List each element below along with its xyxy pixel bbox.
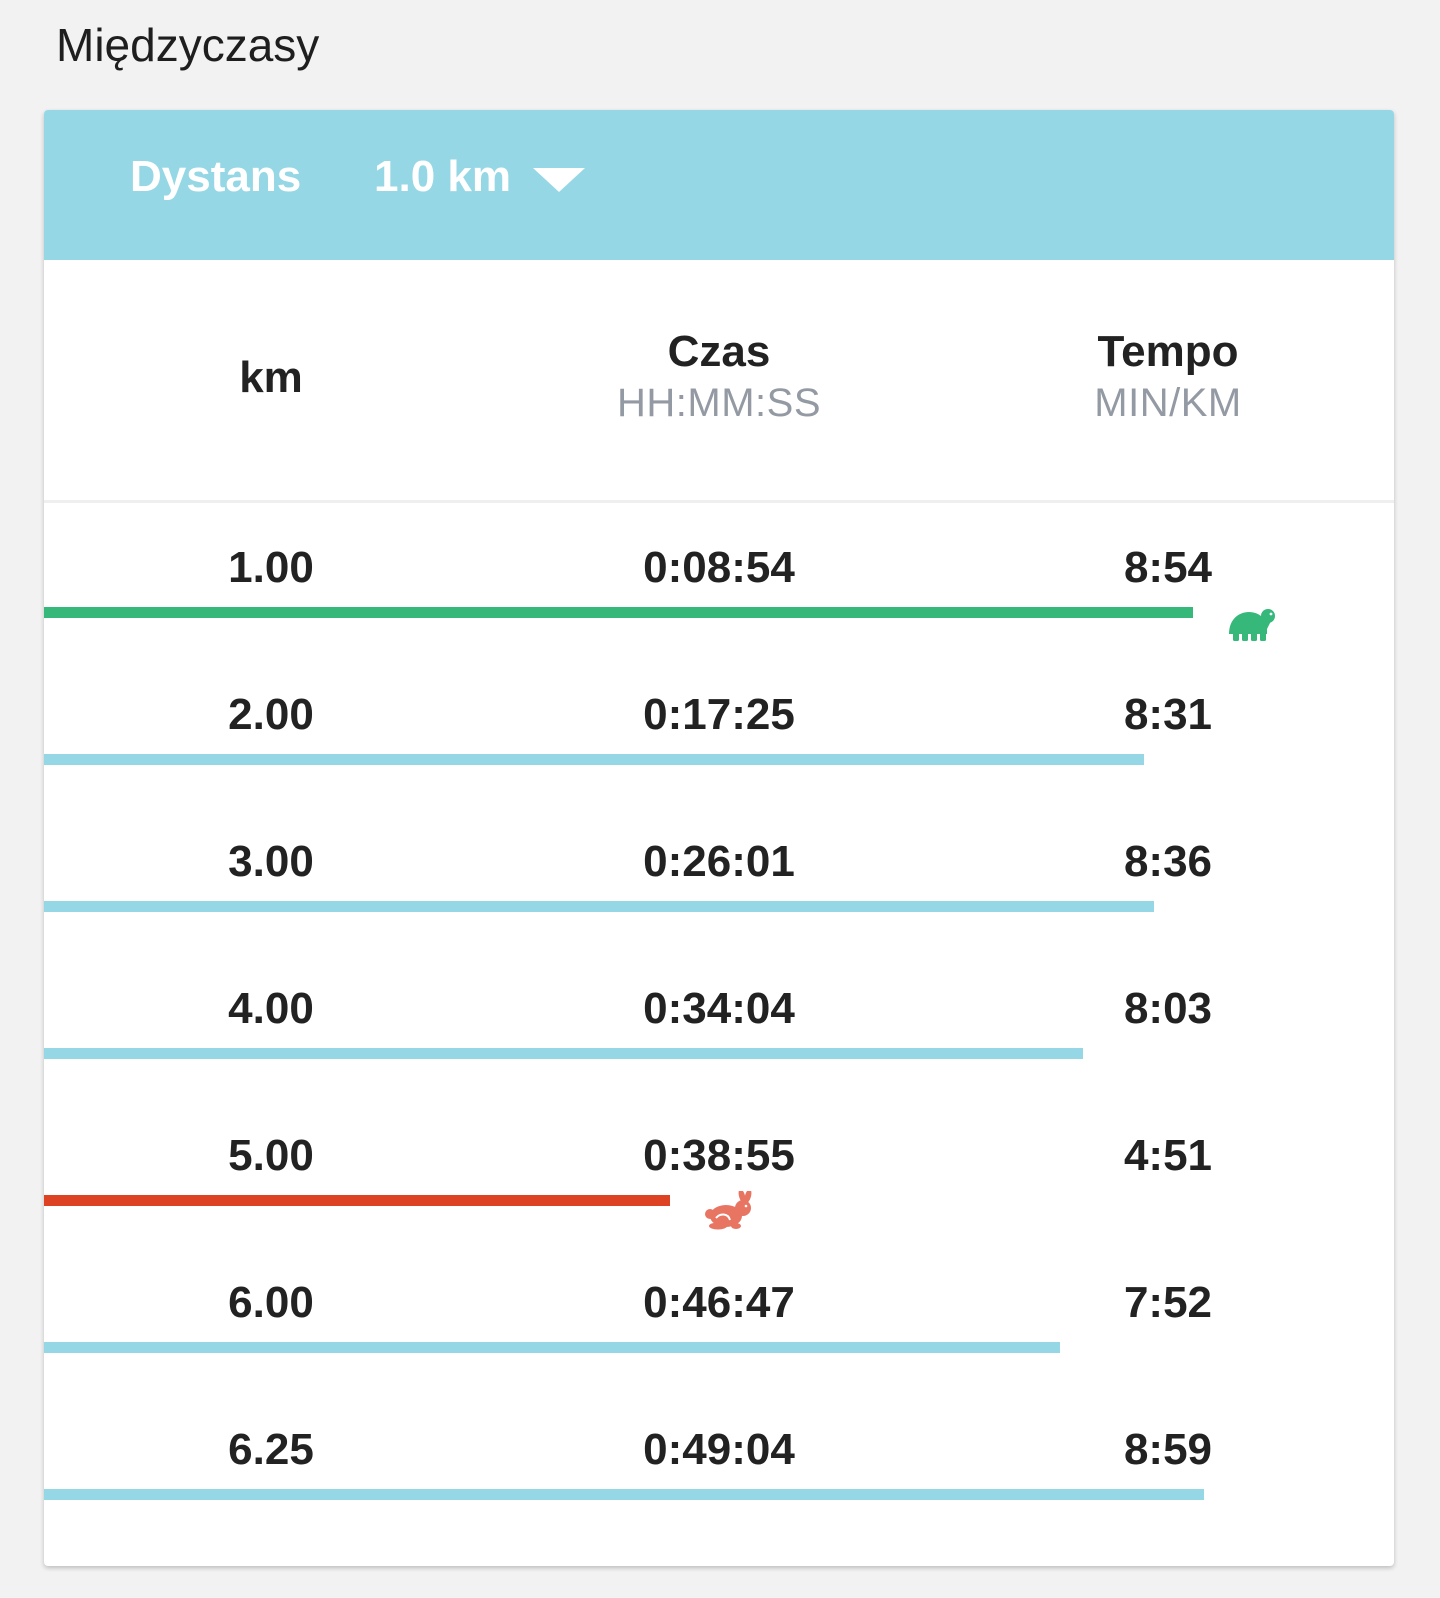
- split-pace: 8:54: [1123, 543, 1213, 592]
- split-km: 2.00: [228, 690, 314, 739]
- column-header-time: Czas HH:MM:SS: [617, 326, 821, 427]
- pace-bar: [44, 1048, 1083, 1059]
- column-header-pace: Tempo MIN/KM: [1094, 326, 1241, 427]
- split-row: 4.00 0:34:04 8:03: [44, 944, 1394, 1091]
- split-pace: 8:31: [1123, 690, 1213, 739]
- split-row: 5.00 0:38:55 4:51: [44, 1091, 1394, 1238]
- distance-label: Dystans: [130, 152, 302, 201]
- split-pace: 8:03: [1123, 984, 1213, 1033]
- pace-bar: [44, 1489, 1204, 1500]
- split-pace: 4:51: [1123, 1131, 1213, 1180]
- split-pace: 8:36: [1123, 837, 1213, 886]
- split-row: 6.25 0:49:04 8:59: [44, 1385, 1394, 1532]
- splits-card: Dystans 1.0 km km Czas HH:MM:SS Tempo MI…: [44, 110, 1394, 1566]
- split-km: 4.00: [228, 984, 314, 1033]
- split-row: 6.00 0:46:47 7:52: [44, 1238, 1394, 1385]
- split-time: 0:17:25: [643, 690, 795, 739]
- split-row: 1.00 0:08:54 8:54: [44, 503, 1394, 650]
- column-title-km: km: [239, 353, 303, 402]
- split-pace: 8:59: [1123, 1425, 1213, 1474]
- pace-bar: [44, 754, 1144, 765]
- distance-value: 1.0 km: [374, 152, 511, 201]
- splits-list: 1.00 0:08:54 8:54 2.00 0:17:25 8:31 3.00 0:26:0…: [44, 503, 1394, 1532]
- split-time: 0:46:47: [643, 1278, 795, 1327]
- split-time: 0:34:04: [643, 984, 795, 1033]
- split-km: 6.00: [228, 1278, 314, 1327]
- split-pace: 7:52: [1123, 1278, 1213, 1327]
- split-time: 0:26:01: [643, 837, 795, 886]
- rabbit-icon: [704, 1189, 756, 1231]
- splits-header: Dystans 1.0 km: [44, 110, 1394, 260]
- pace-bar: [44, 1342, 1060, 1353]
- split-row: 3.00 0:26:01 8:36: [44, 797, 1394, 944]
- split-km: 1.00: [228, 543, 314, 592]
- split-time: 0:08:54: [643, 543, 795, 592]
- column-title-time: Czas: [667, 327, 771, 376]
- column-unit-pace: MIN/KM: [1094, 380, 1242, 425]
- turtle-icon: [1227, 603, 1279, 643]
- chevron-down-icon: [532, 168, 585, 192]
- column-headers: km Czas HH:MM:SS Tempo MIN/KM: [44, 260, 1394, 503]
- split-km: 5.00: [228, 1131, 314, 1180]
- split-km: 6.25: [228, 1425, 314, 1474]
- split-time: 0:49:04: [643, 1425, 795, 1474]
- column-header-km: km: [239, 352, 303, 405]
- section-title: Międzyczasy: [56, 19, 320, 71]
- split-time: 0:38:55: [643, 1131, 795, 1180]
- split-row: 2.00 0:17:25 8:31: [44, 650, 1394, 797]
- split-km: 3.00: [228, 837, 314, 886]
- pace-bar: [44, 1195, 670, 1206]
- distance-dropdown[interactable]: 1.0 km: [374, 144, 585, 210]
- pace-bar: [44, 901, 1154, 912]
- pace-bar: [44, 607, 1193, 618]
- column-unit-time: HH:MM:SS: [617, 380, 821, 425]
- column-title-pace: Tempo: [1097, 327, 1239, 376]
